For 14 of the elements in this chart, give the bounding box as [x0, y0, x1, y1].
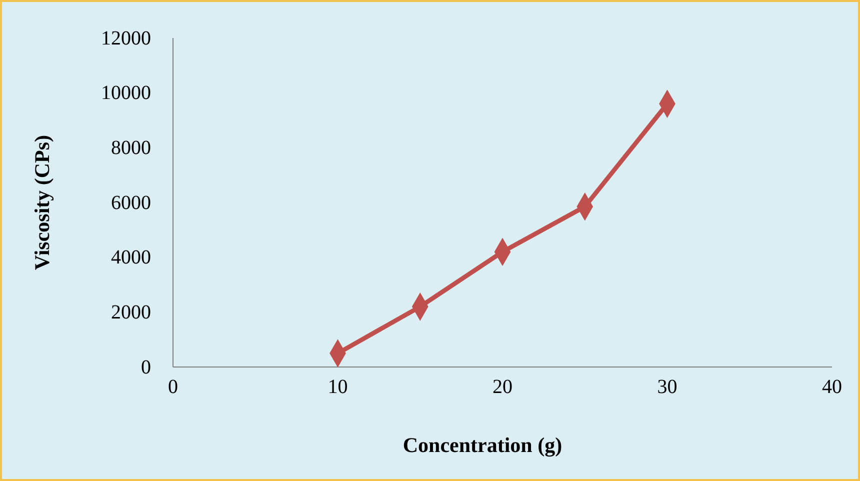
y-tick-label: 12000	[101, 27, 151, 50]
y-axis-title: Viscosity (CPs)	[30, 134, 54, 270]
y-tick-label: 8000	[111, 137, 151, 160]
x-tick-label: 0	[168, 376, 178, 398]
y-tick-label: 10000	[101, 82, 151, 104]
x-tick-label: 40	[822, 376, 842, 398]
x-tick-label: 20	[492, 376, 512, 398]
x-tick-label: 30	[657, 376, 678, 398]
y-tick-label: 4000	[111, 246, 151, 269]
y-tick-label: 0	[141, 356, 151, 378]
x-tick-label: 10	[328, 376, 348, 398]
y-tick-label: 2000	[111, 302, 151, 324]
y-tick-label: 6000	[111, 192, 151, 214]
x-axis-title: Concentration (g)	[402, 433, 562, 457]
